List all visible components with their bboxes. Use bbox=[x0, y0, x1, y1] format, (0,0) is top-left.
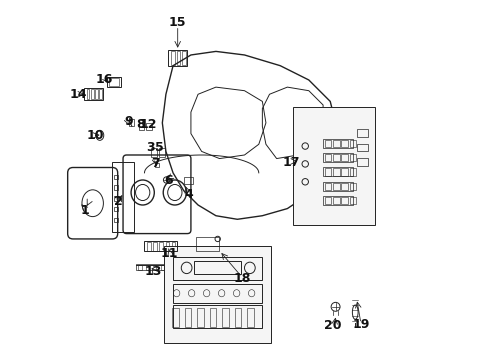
Text: 3: 3 bbox=[146, 141, 155, 154]
Text: 5: 5 bbox=[155, 141, 164, 154]
Text: 10: 10 bbox=[86, 129, 104, 142]
Text: 12: 12 bbox=[140, 118, 157, 131]
Text: 4: 4 bbox=[184, 188, 193, 201]
Text: 14: 14 bbox=[69, 88, 87, 101]
FancyBboxPatch shape bbox=[292, 107, 374, 225]
Text: 1: 1 bbox=[81, 204, 89, 217]
Text: 9: 9 bbox=[124, 114, 132, 127]
Text: 2: 2 bbox=[114, 195, 123, 208]
Text: 20: 20 bbox=[323, 319, 341, 332]
Text: 16: 16 bbox=[95, 73, 113, 86]
Text: 11: 11 bbox=[161, 247, 178, 260]
Text: 17: 17 bbox=[282, 156, 299, 168]
Text: 13: 13 bbox=[144, 265, 162, 278]
FancyBboxPatch shape bbox=[164, 246, 271, 342]
Text: 18: 18 bbox=[233, 272, 250, 285]
Text: 15: 15 bbox=[168, 16, 186, 29]
Text: 8: 8 bbox=[136, 118, 144, 131]
Text: 19: 19 bbox=[351, 318, 369, 331]
Text: 6: 6 bbox=[164, 174, 172, 186]
Text: 7: 7 bbox=[151, 157, 160, 170]
